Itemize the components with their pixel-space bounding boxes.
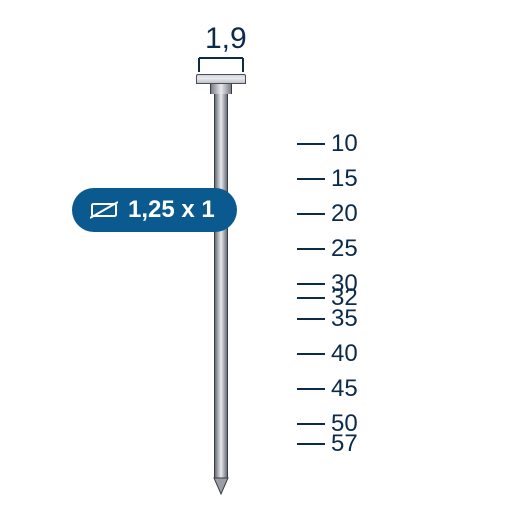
scale-label: 57 (331, 430, 358, 458)
nail-head (196, 74, 246, 84)
nail-tip (214, 478, 228, 494)
scale-tick (297, 423, 325, 425)
head-width-bracket (197, 56, 245, 76)
head-width-label: 1,9 (205, 22, 247, 56)
scale-label: 10 (331, 130, 358, 158)
scale-label: 15 (331, 165, 358, 193)
diagram-canvas: 1,9 1015202530323540455057 1,25 x 1 (0, 0, 520, 519)
scale-tick (297, 443, 325, 445)
scale-label: 20 (331, 200, 358, 228)
spec-pill: 1,25 x 1 (72, 188, 237, 232)
scale-tick (297, 297, 325, 299)
spec-pill-text: 1,25 x 1 (128, 196, 215, 224)
scale-tick (297, 318, 325, 320)
scale-tick (297, 248, 325, 250)
nail-shaft (214, 94, 228, 478)
scale-tick (297, 178, 325, 180)
rectangle-slash-icon (90, 201, 118, 219)
scale-label: 35 (331, 305, 358, 333)
nail-neck (210, 84, 232, 94)
scale-label: 25 (331, 235, 358, 263)
scale-tick (297, 388, 325, 390)
scale-tick (297, 143, 325, 145)
scale-tick (297, 213, 325, 215)
scale-label: 40 (331, 340, 358, 368)
bracket-lines (199, 58, 243, 72)
scale-tick (297, 283, 325, 285)
scale-tick (297, 353, 325, 355)
scale-label: 45 (331, 375, 358, 403)
